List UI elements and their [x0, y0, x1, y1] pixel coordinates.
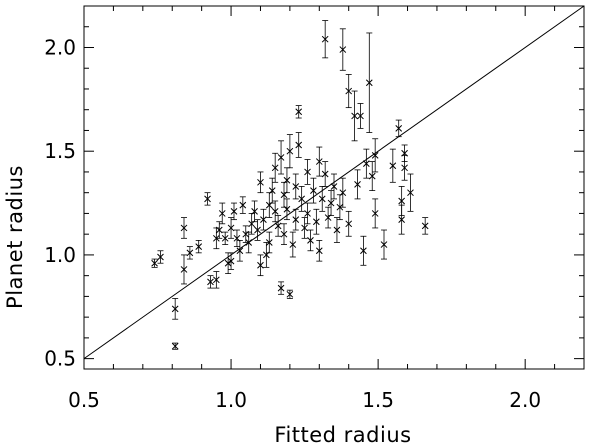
data-point — [274, 222, 282, 230]
data-point — [218, 210, 226, 217]
data-point — [318, 195, 326, 203]
data-point — [327, 199, 335, 207]
data-point — [289, 241, 297, 248]
data-point — [283, 176, 291, 184]
data-point — [304, 168, 311, 176]
data-point — [180, 266, 188, 273]
data-point — [257, 178, 264, 186]
data-point — [271, 208, 279, 215]
data-point — [260, 216, 267, 224]
data-point — [312, 218, 320, 226]
data-point — [295, 141, 303, 149]
data-point — [357, 112, 364, 120]
data-point — [224, 259, 232, 267]
data-point — [360, 247, 367, 255]
data-point — [227, 224, 235, 232]
data-point — [321, 35, 329, 43]
data-point — [186, 249, 194, 257]
data-point — [389, 162, 397, 170]
data-point — [245, 239, 253, 246]
data-point — [207, 278, 214, 286]
data-point — [371, 210, 379, 217]
data-point — [345, 220, 353, 228]
y-tick-label: 1.5 — [44, 139, 76, 163]
data-point — [301, 224, 308, 232]
data-point — [239, 201, 247, 209]
data-point — [295, 108, 303, 116]
data-point — [212, 276, 220, 284]
data-point — [304, 210, 311, 217]
data-point — [395, 125, 403, 132]
data-point — [333, 226, 341, 234]
data-point — [421, 222, 429, 230]
data-point — [315, 247, 323, 255]
data-point — [368, 172, 376, 180]
data-point — [151, 259, 158, 267]
data-point — [283, 205, 291, 213]
x-tick-label: 2.0 — [509, 388, 541, 412]
data-point — [251, 208, 258, 215]
data-point — [230, 208, 238, 215]
data-point — [339, 46, 347, 53]
data-point — [227, 257, 235, 265]
data-point — [277, 154, 285, 161]
x-axis-label: Fitted radius — [274, 423, 411, 447]
data-point — [268, 187, 276, 194]
data-point — [345, 87, 353, 95]
data-point — [292, 183, 300, 190]
data-point — [254, 226, 261, 234]
data-point — [351, 112, 358, 120]
data-point — [365, 79, 373, 87]
data-point — [257, 261, 264, 269]
data-point — [171, 342, 179, 350]
data-point — [265, 239, 273, 246]
data-point — [407, 189, 414, 197]
data-point — [286, 147, 294, 155]
data-point — [195, 243, 203, 250]
data-point — [236, 247, 244, 255]
plot-frame — [83, 5, 585, 370]
data-point — [362, 160, 370, 167]
data-point — [339, 189, 347, 197]
data-point — [292, 216, 300, 224]
data-point — [171, 305, 179, 313]
data-point — [401, 164, 408, 172]
y-axis-label: Planet radius — [3, 165, 27, 309]
x-tick-label: 1.5 — [362, 388, 394, 412]
data-point — [371, 151, 379, 159]
data-point — [157, 253, 164, 261]
data-point — [310, 187, 317, 194]
data-point — [380, 241, 388, 248]
data-point — [215, 226, 223, 234]
data-point — [398, 197, 406, 205]
data-point — [298, 195, 306, 203]
data-point — [330, 183, 338, 190]
data-point — [221, 234, 229, 242]
data-point — [286, 290, 294, 298]
data-point — [180, 224, 188, 232]
x-tick-label: 0.5 — [68, 388, 100, 412]
data-point — [307, 237, 314, 244]
data-point — [354, 181, 361, 188]
data-point — [280, 230, 288, 238]
y-tick-label: 0.5 — [44, 347, 76, 371]
y-tick-label: 1.0 — [44, 243, 76, 267]
data-point — [271, 164, 279, 172]
data-point — [315, 158, 323, 165]
data-point — [204, 195, 211, 203]
data-point — [398, 216, 406, 224]
x-tick-label: 1.0 — [215, 388, 247, 412]
data-point — [321, 170, 329, 178]
data-point — [277, 284, 285, 292]
y-tick-label: 2.0 — [44, 35, 76, 59]
plot-area: 0.5 1.0 1.5 2.0 0.5 1.0 1.5 2.0 — [44, 5, 585, 412]
